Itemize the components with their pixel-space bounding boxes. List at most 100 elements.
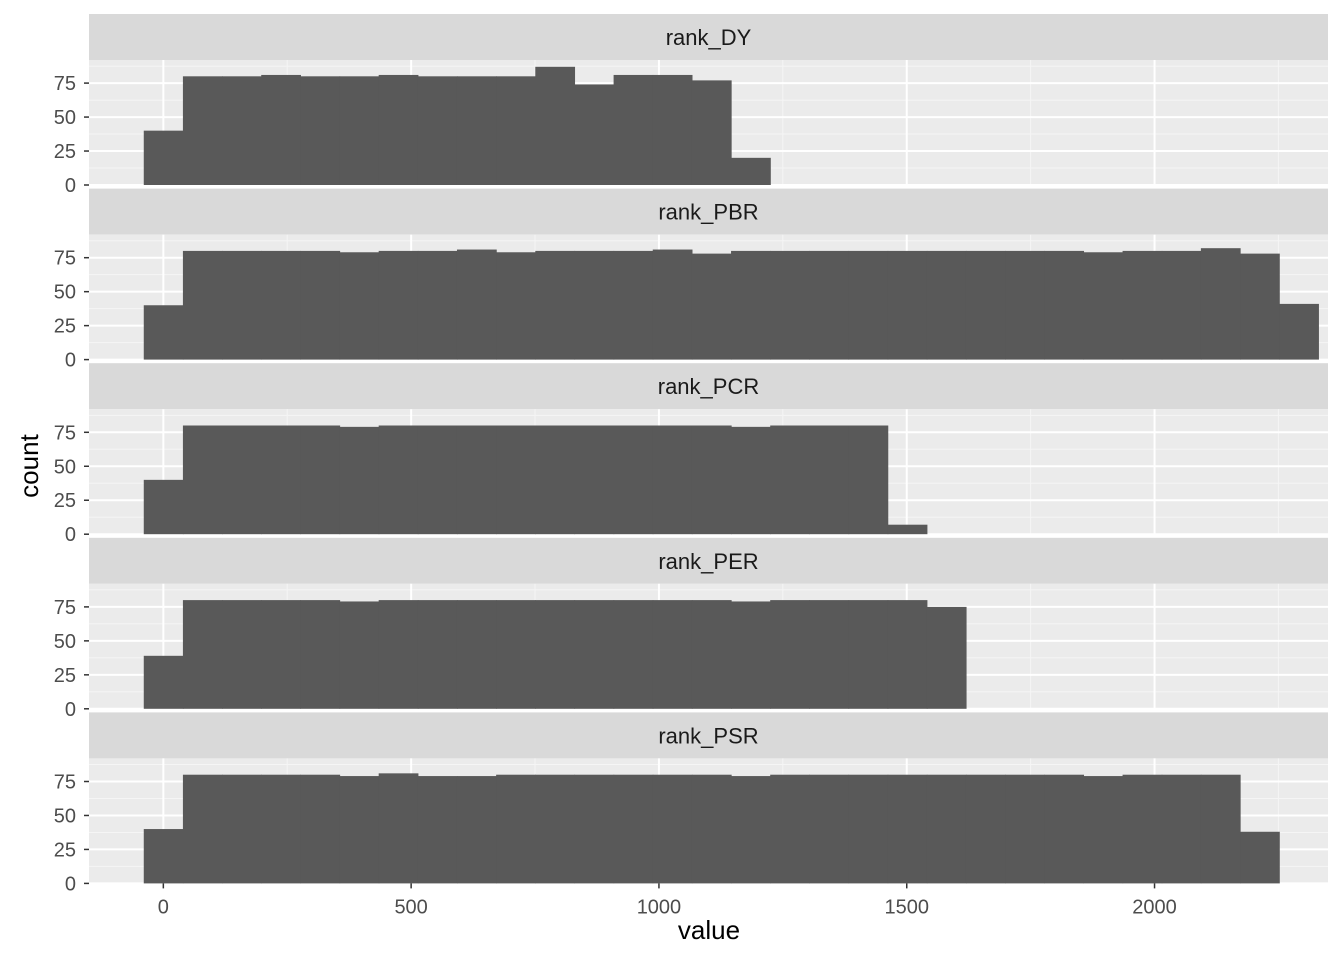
histogram-bar <box>691 80 732 185</box>
histogram-bar <box>652 774 693 884</box>
histogram-bar <box>887 250 928 360</box>
y-tick-label: 0 <box>65 350 76 372</box>
histogram-bar <box>378 74 419 185</box>
histogram-bar <box>535 66 576 185</box>
histogram-bar <box>574 600 615 709</box>
y-tick-label: 25 <box>54 490 76 512</box>
histogram-bar <box>613 74 654 185</box>
histogram-bar <box>731 776 771 884</box>
histogram-bar <box>613 774 654 884</box>
histogram-bar <box>222 600 262 709</box>
histogram-bar <box>222 425 262 535</box>
histogram-bar <box>1044 774 1085 884</box>
y-tick-label: 50 <box>54 631 76 653</box>
facet-panel-rank-pcr: rank_PCR 0 25 50 75 <box>54 363 1328 546</box>
histogram-bar <box>222 76 262 185</box>
histogram-bar <box>417 776 458 884</box>
facet-strip-label: rank_PER <box>658 549 758 574</box>
histogram-bar <box>456 425 497 535</box>
histogram-bar <box>1240 253 1280 360</box>
histogram-bar <box>574 774 615 884</box>
histogram-bar <box>261 774 301 884</box>
histogram-bar <box>652 600 693 709</box>
histogram-bar <box>143 130 184 185</box>
histogram-bar <box>574 425 615 535</box>
facet-strip-label: rank_PBR <box>658 200 758 225</box>
y-tick-label: 75 <box>54 73 76 95</box>
histogram-bar <box>613 425 654 535</box>
histogram-bar <box>887 774 928 884</box>
y-tick-label: 25 <box>54 316 76 338</box>
x-tick-label: 500 <box>394 896 427 918</box>
histogram-bar <box>261 425 301 535</box>
histogram-bar <box>378 600 419 709</box>
facet-strip <box>89 188 1328 235</box>
histogram-bar <box>456 249 497 360</box>
y-tick-label: 25 <box>54 665 76 687</box>
histogram-bar <box>261 250 301 360</box>
histogram-bar <box>652 74 693 185</box>
histogram-bar <box>1200 248 1241 360</box>
y-tick-label: 0 <box>65 873 76 895</box>
histogram-bar <box>339 601 380 709</box>
histogram-bar <box>182 250 223 360</box>
histogram-bar <box>613 250 654 360</box>
y-tick-label: 50 <box>54 107 76 129</box>
y-tick-label: 0 <box>65 524 76 546</box>
histogram-bar <box>496 774 536 884</box>
histogram-bar <box>535 774 576 884</box>
histogram-bar <box>143 655 184 709</box>
histogram-bar <box>339 76 380 185</box>
y-tick-label: 50 <box>54 282 76 304</box>
histogram-bar <box>848 425 889 535</box>
histogram-bar <box>926 606 967 709</box>
histogram-bar <box>222 774 262 884</box>
histogram-bar <box>496 425 536 535</box>
histogram-bar <box>378 250 419 360</box>
histogram-bar <box>770 774 810 884</box>
histogram-bar <box>300 425 341 535</box>
facet-strip-label: rank_DY <box>666 25 752 50</box>
histogram-bar <box>378 425 419 535</box>
histogram-bar <box>456 600 497 709</box>
x-axis-title: value <box>678 915 740 945</box>
histogram-bar <box>1083 776 1124 884</box>
histogram-bar <box>339 252 380 360</box>
histogram-bar <box>809 425 850 535</box>
histogram-bar <box>809 250 850 360</box>
histogram-bar <box>417 250 458 360</box>
x-axis: 0 500 1000 1500 2000 <box>158 883 1177 918</box>
facet-panel-rank-per: rank_PER 0 25 50 75 <box>54 537 1328 721</box>
facet-panels: rank_DY 0 25 50 75 rank_PBR 0 25 50 75 rank_PCR 0 25… <box>54 14 1328 895</box>
histogram-bar <box>809 774 850 884</box>
y-axis-title: count <box>14 433 44 497</box>
histogram-bar <box>182 600 223 709</box>
y-tick-label: 75 <box>54 597 76 619</box>
histogram-bar <box>339 426 380 535</box>
histogram-bar <box>652 249 693 360</box>
x-tick-label: 2000 <box>1132 896 1177 918</box>
y-tick-label: 0 <box>65 699 76 721</box>
histogram-bar <box>1122 774 1163 884</box>
histogram-bar <box>691 774 732 884</box>
histogram-bar <box>182 774 223 884</box>
histogram-bar <box>848 774 889 884</box>
histogram-bar <box>300 76 341 185</box>
histogram-bar <box>574 250 615 360</box>
histogram-bar <box>456 76 497 185</box>
facet-strip-label: rank_PCR <box>658 374 759 399</box>
histogram-bar <box>1005 250 1045 360</box>
histogram-bar <box>339 776 380 884</box>
histogram-bar <box>965 250 1006 360</box>
histogram-bar <box>261 600 301 709</box>
histogram-bar <box>417 425 458 535</box>
histogram-bar <box>261 74 301 185</box>
histogram-bar <box>143 829 184 884</box>
histogram-bar <box>300 774 341 884</box>
histogram-bar <box>887 600 928 709</box>
histogram-bar <box>1044 250 1085 360</box>
histogram-bar <box>770 250 810 360</box>
histogram-bar <box>417 600 458 709</box>
x-tick-label: 1000 <box>637 896 682 918</box>
